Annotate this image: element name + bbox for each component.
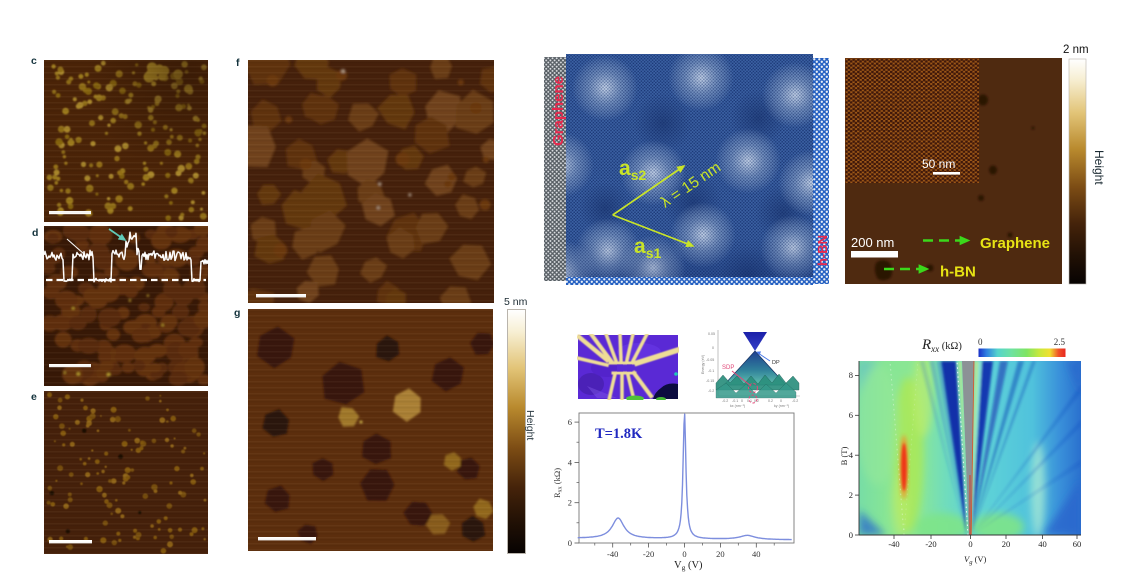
- svg-text:Energy (eV): Energy (eV): [701, 355, 705, 374]
- svg-text:Graphene: Graphene: [980, 235, 1050, 252]
- svg-text:ky (nm⁻¹): ky (nm⁻¹): [774, 404, 789, 408]
- svg-text:-0.15: -0.15: [706, 379, 714, 383]
- svg-text:-0.2: -0.2: [708, 389, 714, 393]
- svg-text:40: 40: [752, 549, 761, 559]
- svg-text:-40: -40: [607, 549, 618, 559]
- svg-text:Vg (V): Vg (V): [674, 560, 703, 572]
- svg-text:0.05: 0.05: [708, 332, 715, 336]
- svg-text:Rxx (kΩ): Rxx (kΩ): [921, 337, 962, 354]
- svg-text:0: 0: [978, 337, 983, 347]
- svg-text:Vg (V): Vg (V): [964, 554, 987, 566]
- svg-text:DP: DP: [772, 360, 780, 366]
- svg-text:0: 0: [568, 538, 572, 548]
- svg-text:Graphene: Graphene: [550, 76, 567, 146]
- svg-text:20: 20: [1002, 539, 1011, 549]
- svg-text:Rxx (kΩ): Rxx (kΩ): [552, 468, 564, 498]
- svg-text:0: 0: [849, 530, 853, 540]
- svg-text:0: 0: [968, 539, 972, 549]
- svg-text:h-BN: h-BN: [940, 264, 976, 281]
- svg-text:4: 4: [849, 450, 854, 460]
- svg-text:6: 6: [568, 417, 572, 427]
- svg-text:-40: -40: [888, 539, 899, 549]
- svg-text:2: 2: [849, 490, 853, 500]
- svg-text:-0.1: -0.1: [732, 399, 738, 403]
- svg-text:-0.1: -0.1: [708, 369, 714, 373]
- svg-text:SDP: SDP: [722, 365, 734, 371]
- svg-text:200 nm: 200 nm: [851, 235, 894, 250]
- svg-text:20: 20: [716, 549, 725, 559]
- svg-text:8: 8: [849, 370, 853, 380]
- svg-text:50 nm: 50 nm: [922, 157, 955, 171]
- svg-text:0: 0: [712, 346, 714, 350]
- svg-text:4: 4: [568, 457, 573, 467]
- svg-text:0.2: 0.2: [768, 399, 773, 403]
- svg-text:-0.2: -0.2: [722, 399, 728, 403]
- svg-text:-0.05: -0.05: [706, 358, 714, 362]
- svg-text:0: 0: [682, 549, 686, 559]
- svg-text:0: 0: [780, 399, 782, 403]
- svg-text:0: 0: [741, 399, 743, 403]
- svg-text:Height: Height: [1092, 150, 1106, 185]
- svg-text:60: 60: [1073, 539, 1082, 549]
- svg-text:B (T): B (T): [839, 447, 849, 466]
- svg-text:6: 6: [849, 410, 853, 420]
- svg-text:2.5: 2.5: [1054, 337, 1066, 347]
- svg-text:2 nm: 2 nm: [1063, 44, 1089, 56]
- svg-text:h-BN: h-BN: [815, 235, 830, 266]
- svg-text:-20: -20: [643, 549, 654, 559]
- svg-text:kx (nm⁻¹): kx (nm⁻¹): [730, 404, 745, 408]
- svg-text:-20: -20: [925, 539, 936, 549]
- svg-text:40: 40: [1038, 539, 1047, 549]
- svg-text:T=1.8K: T=1.8K: [595, 426, 643, 442]
- svg-text:-0.2: -0.2: [792, 399, 798, 403]
- svg-text:2: 2: [568, 498, 572, 508]
